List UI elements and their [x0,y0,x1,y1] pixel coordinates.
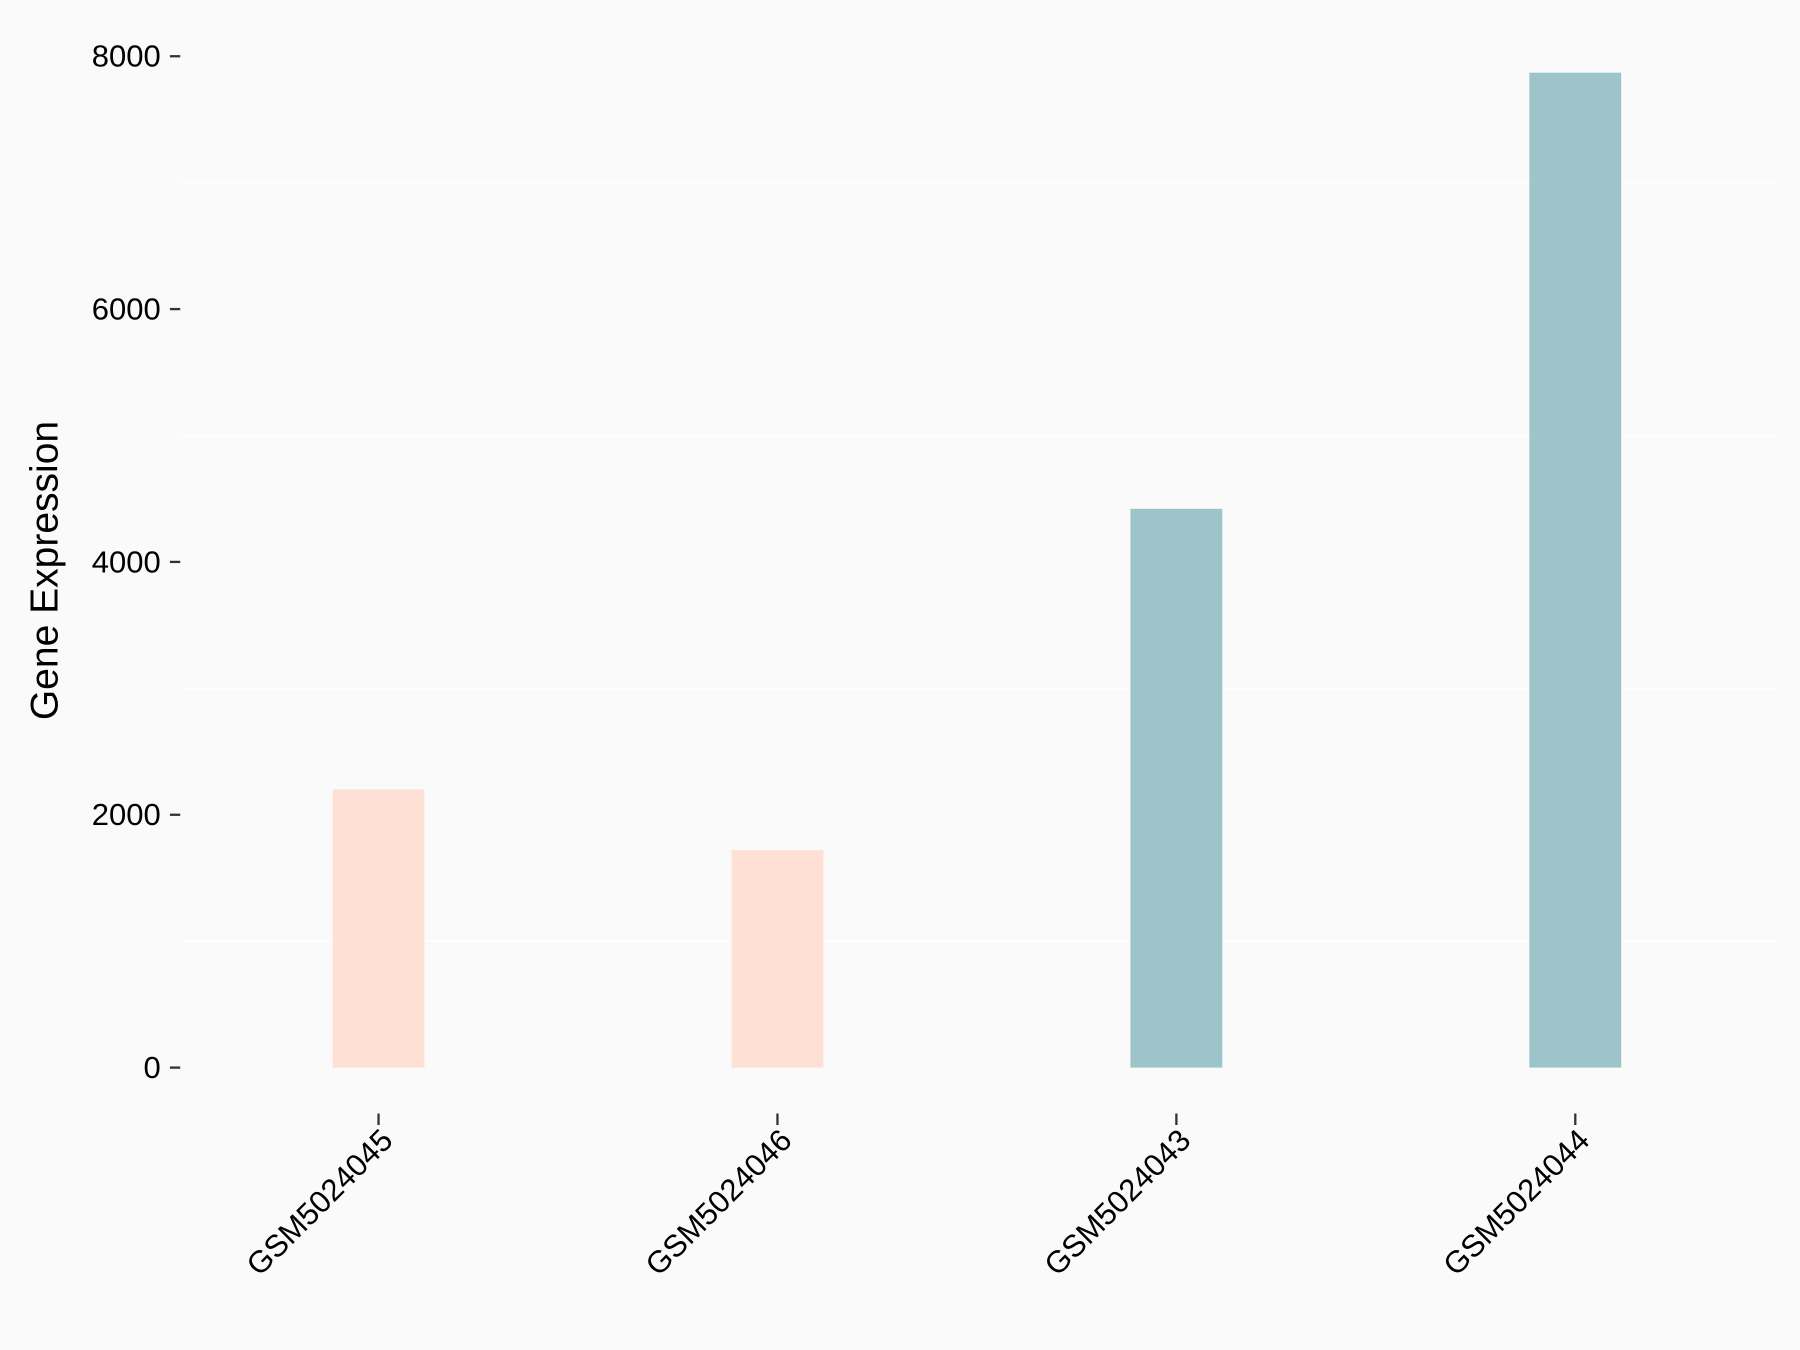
bar-GSM5024043 [1130,508,1223,1068]
bar-GSM5024044 [1529,72,1622,1068]
bar-GSM5024045 [332,789,425,1068]
y-axis: 0 2000 4000 6000 8000 [92,39,181,1085]
bars [332,72,1622,1068]
y-axis-label: Gene Expression [23,421,66,720]
y-tick-label: 6000 [92,291,161,326]
x-axis: GSM5024045 GSM5024046 GSM5024043 GSM5024044 [240,1113,1596,1282]
gridlines [181,181,1778,943]
x-tick-label: GSM5024045 [240,1122,400,1282]
x-tick-label: GSM5024046 [639,1122,799,1282]
y-tick-label: 8000 [92,39,161,74]
y-tick-label: 0 [143,1050,160,1085]
y-tick-label: 2000 [92,797,161,832]
bar-GSM5024046 [731,850,824,1068]
x-tick-label: GSM5024044 [1436,1122,1596,1282]
x-tick-label: GSM5024043 [1037,1122,1197,1282]
y-tick-label: 4000 [92,544,161,579]
